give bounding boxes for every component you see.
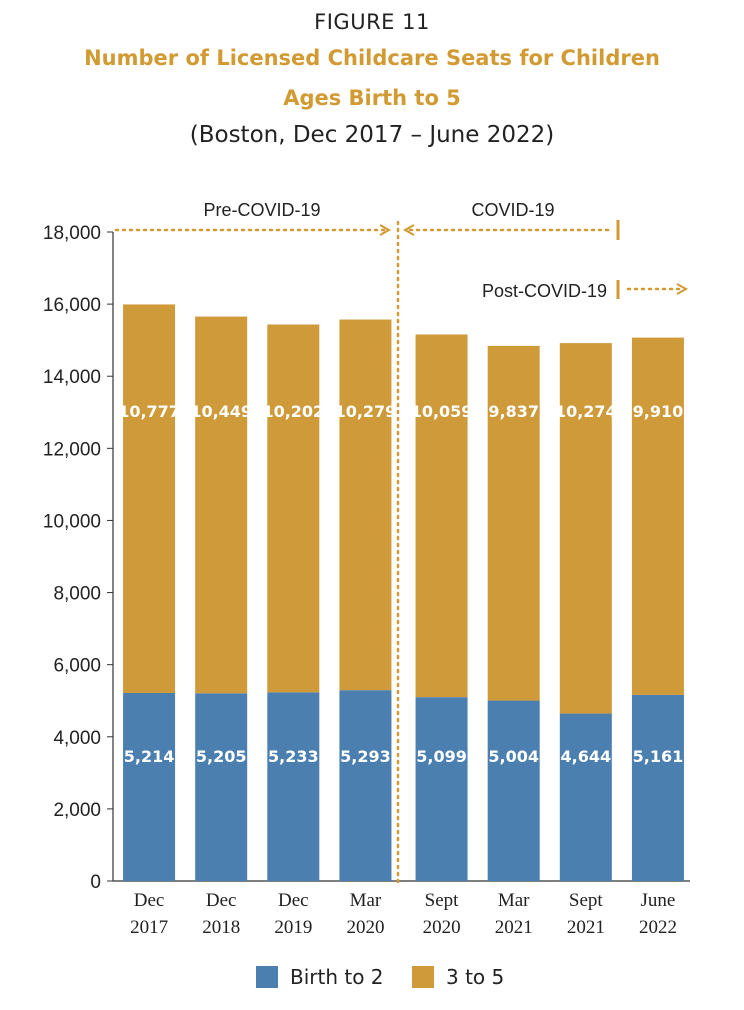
chart-title-line2: Ages Birth to 5 xyxy=(283,86,461,110)
bar-birth-to-2 xyxy=(123,693,176,881)
data-label-3-to-5: 10,279 xyxy=(335,402,397,421)
x-tick-label: June xyxy=(641,890,676,911)
data-label-birth-to-2: 5,161 xyxy=(633,747,684,766)
data-label-3-to-5: 9,910 xyxy=(633,402,684,421)
x-tick-label: Mar xyxy=(498,890,530,911)
bar-3-to-5 xyxy=(487,345,540,701)
annotation-pre-covid: Pre-COVID-19 xyxy=(203,200,320,220)
bar-birth-to-2 xyxy=(267,692,320,881)
data-label-birth-to-2: 4,644 xyxy=(561,747,612,766)
bar-birth-to-2 xyxy=(339,690,392,881)
annotation-covid: COVID-19 xyxy=(471,200,554,220)
legend-item-birth-to-2: Birth to 2 xyxy=(256,962,384,992)
legend-label-3-to-5: 3 to 5 xyxy=(446,965,505,989)
legend-label-birth-to-2: Birth to 2 xyxy=(290,965,384,989)
pre-covid-arrow-head xyxy=(379,224,392,236)
annotation-post-covid: Post-COVID-19 xyxy=(482,281,607,301)
x-tick-label: 2019 xyxy=(274,917,312,938)
x-tick-label: 2021 xyxy=(495,917,533,938)
legend-item-3-to-5: 3 to 5 xyxy=(412,962,504,992)
bar-birth-to-2 xyxy=(631,694,684,881)
y-tick-label: 4,000 xyxy=(53,728,101,749)
y-tick-label: 18,000 xyxy=(43,223,101,244)
y-tick-label: 10,000 xyxy=(43,511,101,532)
x-tick-label: Sept xyxy=(425,890,460,911)
legend: Birth to 2 3 to 5 xyxy=(0,962,744,992)
x-tick-label: Dec xyxy=(134,890,165,911)
bar-3-to-5 xyxy=(195,316,248,694)
data-label-3-to-5: 10,274 xyxy=(555,402,617,421)
bar-birth-to-2 xyxy=(195,693,248,881)
chart-subtitle: (Boston, Dec 2017 – June 2022) xyxy=(189,122,555,148)
data-label-3-to-5: 9,837 xyxy=(488,402,539,421)
bar-birth-to-2 xyxy=(559,713,612,881)
data-label-3-to-5: 10,059 xyxy=(411,402,473,421)
bar-3-to-5 xyxy=(559,343,612,714)
x-tick-label: 2021 xyxy=(567,917,605,938)
y-tick-label: 0 xyxy=(90,872,101,893)
data-label-3-to-5: 10,449 xyxy=(190,402,252,421)
x-tick-label: Sept xyxy=(569,890,604,911)
y-tick-label: 2,000 xyxy=(53,800,101,821)
data-label-birth-to-2: 5,004 xyxy=(488,747,539,766)
stacked-bar-chart: 0 2,000 4,000 6,000 8,000 10,000 12,000 14,000 1… xyxy=(43,200,690,938)
covid-arrow-head xyxy=(402,224,415,236)
y-tick-label: 12,000 xyxy=(43,439,101,460)
chart-title-line1: Number of Licensed Childcare Seats for C… xyxy=(84,46,660,70)
x-tick-label: Dec xyxy=(278,890,309,911)
bar-3-to-5 xyxy=(631,337,684,695)
data-label-birth-to-2: 5,233 xyxy=(268,747,319,766)
bar-3-to-5 xyxy=(415,334,468,698)
y-tick-label: 8,000 xyxy=(53,584,101,605)
data-label-birth-to-2: 5,214 xyxy=(124,747,175,766)
bar-birth-to-2 xyxy=(487,700,540,881)
x-tick-label: 2022 xyxy=(639,917,677,938)
x-tick-label: 2020 xyxy=(423,917,461,938)
x-tick-label: 2017 xyxy=(130,917,168,938)
legend-swatch-3-to-5 xyxy=(412,966,434,988)
y-tick-label: 6,000 xyxy=(53,656,101,677)
bar-3-to-5 xyxy=(123,304,176,694)
x-tick-label: 2018 xyxy=(202,917,240,938)
data-label-birth-to-2: 5,205 xyxy=(196,747,247,766)
x-tick-label: 2020 xyxy=(346,917,384,938)
x-tick-label: Mar xyxy=(350,890,382,911)
y-tick-label: 16,000 xyxy=(43,295,101,316)
bar-3-to-5 xyxy=(267,324,320,693)
post-covid-arrow-head xyxy=(676,283,689,295)
y-tick-label: 14,000 xyxy=(43,367,101,388)
data-label-3-to-5: 10,777 xyxy=(118,402,180,421)
bar-birth-to-2 xyxy=(415,697,468,881)
bar-3-to-5 xyxy=(339,319,392,691)
data-label-3-to-5: 10,202 xyxy=(262,402,324,421)
legend-swatch-birth-to-2 xyxy=(256,966,278,988)
data-label-birth-to-2: 5,293 xyxy=(340,747,391,766)
x-tick-label: Dec xyxy=(206,890,237,911)
figure-label: FIGURE 11 xyxy=(314,10,430,34)
data-label-birth-to-2: 5,099 xyxy=(416,747,467,766)
